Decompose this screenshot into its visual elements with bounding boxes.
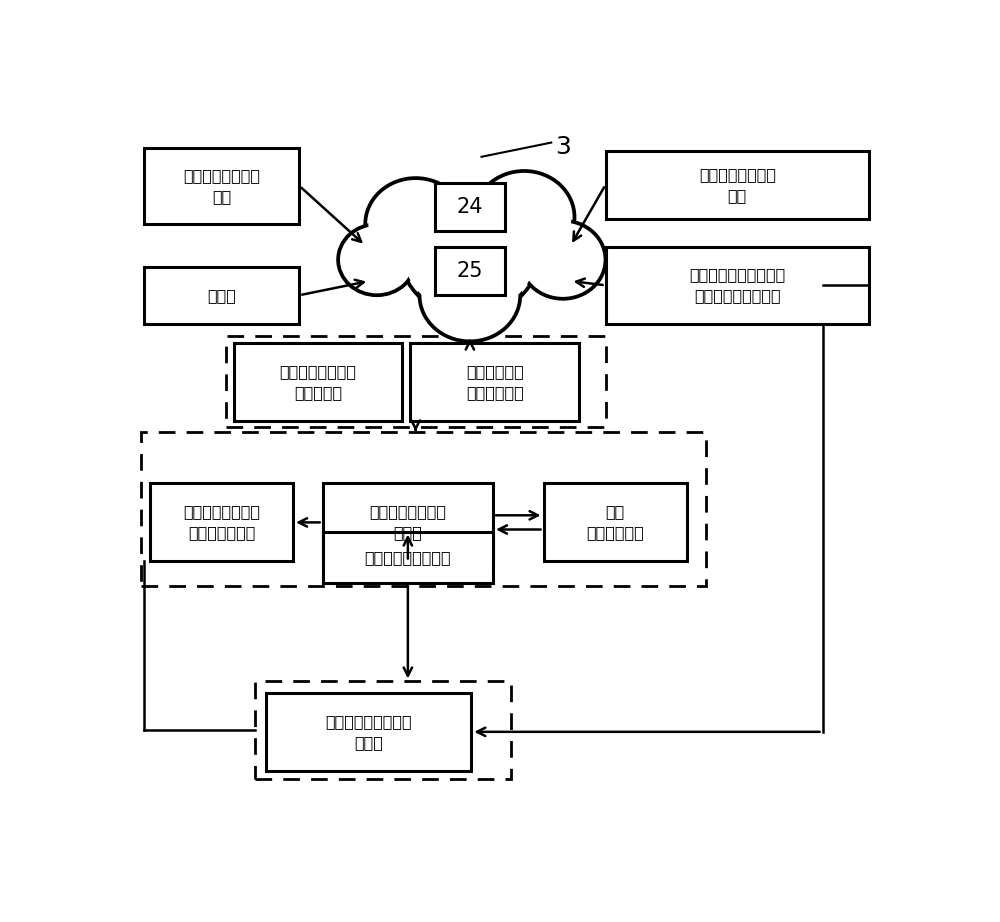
Text: 当前计划周期订单池: 当前计划周期订单池 [365, 550, 451, 564]
Ellipse shape [523, 223, 602, 296]
Bar [606, 151, 869, 219]
Ellipse shape [400, 189, 540, 316]
Text: 25: 25 [457, 261, 483, 281]
Bar [606, 247, 869, 324]
Text: 24: 24 [457, 197, 483, 218]
Text: 更新
资源空闲情况: 更新 资源空闲情况 [586, 504, 644, 540]
Ellipse shape [474, 171, 574, 264]
Ellipse shape [341, 227, 413, 292]
Ellipse shape [520, 220, 606, 299]
Bar [234, 343, 402, 420]
Ellipse shape [477, 174, 571, 260]
Ellipse shape [403, 192, 537, 313]
Text: 未来一定周期
内的预测需求: 未来一定周期 内的预测需求 [466, 364, 524, 400]
Bar [435, 183, 505, 231]
Ellipse shape [368, 181, 463, 267]
Text: 基于新的订单池信息
的价真: 基于新的订单池信息 的价真 [325, 714, 412, 750]
Text: 最新的订单和产品
模型的数据: 最新的订单和产品 模型的数据 [279, 364, 356, 400]
Text: 新订单: 新订单 [207, 288, 236, 302]
Text: 订单和产品的实时
状态: 订单和产品的实时 状态 [183, 168, 260, 204]
Bar [410, 343, 579, 420]
Bar [226, 336, 606, 427]
Text: 更新数控机床加工
程序: 更新数控机床加工 程序 [699, 167, 776, 203]
Bar [255, 681, 511, 779]
Bar [144, 266, 299, 324]
Bar [144, 148, 299, 224]
Bar [150, 483, 293, 561]
Text: 更新模型数据并进
行价真: 更新模型数据并进 行价真 [369, 504, 446, 540]
Bar [140, 431, 706, 586]
Ellipse shape [338, 224, 416, 295]
Bar [544, 483, 687, 561]
Ellipse shape [365, 178, 466, 270]
Text: 3: 3 [555, 136, 571, 160]
Bar [435, 247, 505, 295]
Ellipse shape [420, 249, 520, 341]
Bar [323, 483, 493, 561]
Text: 上一个计划周期未
完成的需求订单: 上一个计划周期未 完成的需求订单 [183, 504, 260, 540]
Bar [266, 692, 471, 771]
Ellipse shape [423, 252, 517, 338]
Bar [323, 532, 493, 583]
Text: 针对计划周期的新订单
分配和混合模型排序: 针对计划周期的新订单 分配和混合模型排序 [689, 267, 785, 303]
